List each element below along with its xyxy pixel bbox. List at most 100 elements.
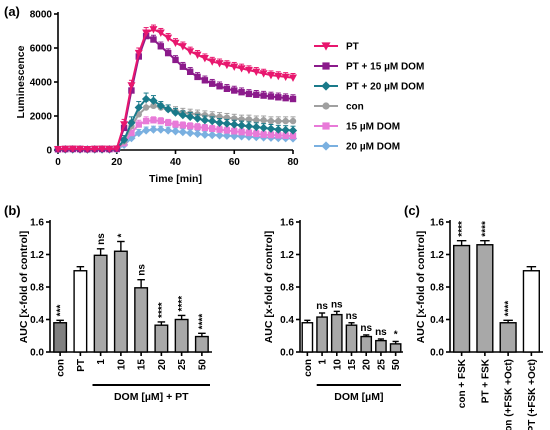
y-axis-title: Luminescence xyxy=(15,45,27,118)
data-point xyxy=(281,73,290,82)
data-point xyxy=(208,58,217,66)
data-point xyxy=(289,117,297,125)
y-tick-label: 0.0 xyxy=(430,348,444,359)
data-point xyxy=(259,123,268,133)
bar xyxy=(194,335,209,353)
x-tick-label: 10 xyxy=(116,359,127,371)
data-point xyxy=(179,63,187,70)
x-tick-label: PT + FSK xyxy=(480,358,491,403)
bar xyxy=(522,270,540,353)
legend-marker xyxy=(322,62,330,70)
data-point xyxy=(54,145,62,154)
data-point xyxy=(193,51,202,59)
x-tick-label: 40 xyxy=(170,157,182,168)
data-point xyxy=(134,103,143,112)
x-tick-label: 25 xyxy=(376,359,387,371)
data-point xyxy=(223,127,231,134)
x-tick-label: con (+FSK +Oct) xyxy=(504,359,515,430)
data-point xyxy=(61,145,70,154)
data-point xyxy=(253,117,260,124)
data-point xyxy=(142,117,150,125)
data-point xyxy=(150,117,157,124)
x-tick-label: 25 xyxy=(177,359,188,371)
data-point xyxy=(259,70,268,78)
x-tick-label: 50 xyxy=(197,359,208,371)
legend-label: con xyxy=(346,102,364,113)
significance-label: **** xyxy=(457,221,468,237)
data-point xyxy=(135,121,142,128)
bar xyxy=(453,244,471,353)
significance-label: **** xyxy=(197,314,208,330)
significance-label: ns xyxy=(346,311,358,322)
legend-label: PT xyxy=(346,42,359,53)
group-label: DOM [µM] + PT xyxy=(114,391,189,403)
legend-item: PT xyxy=(314,42,359,53)
data-point xyxy=(209,80,216,87)
data-point xyxy=(288,126,298,135)
data-point xyxy=(238,128,245,136)
data-point xyxy=(186,128,195,138)
y-axis-title: AUC [x-fold of control] xyxy=(263,231,275,344)
bar xyxy=(301,322,314,353)
data-point xyxy=(275,94,282,101)
data-point xyxy=(209,125,216,132)
data-point xyxy=(149,96,158,105)
y-tick-label: 2000 xyxy=(30,112,53,123)
data-point xyxy=(245,90,253,98)
x-tick-label: con xyxy=(303,359,314,377)
data-point xyxy=(274,72,283,81)
data-point xyxy=(119,135,129,144)
y-tick-label: 4000 xyxy=(30,78,53,89)
data-point xyxy=(289,74,297,82)
significance-label: ns xyxy=(316,301,328,312)
data-point xyxy=(141,94,151,104)
group-label: DOM [µM] xyxy=(334,391,383,403)
significance-label: **** xyxy=(157,302,168,318)
y-axis-title: AUC [x-fold of control] xyxy=(18,231,30,344)
legend-label: 20 µM DOM xyxy=(346,142,400,153)
bar-group: ns 1 xyxy=(93,233,108,365)
bar-group: ns 15 xyxy=(134,264,149,371)
data-point xyxy=(194,73,201,81)
bar-group: * 50 xyxy=(389,329,402,370)
data-point xyxy=(193,114,202,123)
data-point xyxy=(289,95,297,103)
data-point xyxy=(163,126,173,135)
data-point xyxy=(134,49,143,58)
data-point xyxy=(98,145,107,153)
bar-group: **** 20 xyxy=(154,302,169,370)
x-tick-label: PT xyxy=(76,359,87,372)
data-point xyxy=(282,94,289,102)
y-tick-label: 1.2 xyxy=(30,250,44,261)
bar xyxy=(389,343,402,353)
significance-label: **** xyxy=(480,221,491,237)
y-tick-label: 6000 xyxy=(30,44,53,55)
legend-item: 15 µM DOM xyxy=(314,122,400,133)
data-point xyxy=(164,49,172,57)
data-point xyxy=(142,104,150,111)
data-point xyxy=(157,117,165,125)
legend-label: PT + 15 µM DOM xyxy=(346,62,424,73)
data-point xyxy=(253,91,260,98)
data-point xyxy=(208,116,217,126)
significance-label: ns xyxy=(96,233,107,245)
data-point xyxy=(200,55,209,63)
data-point xyxy=(267,117,275,125)
series-0-group xyxy=(54,24,297,154)
significance-label: ns xyxy=(331,299,343,310)
x-tick-label: 15 xyxy=(137,359,148,371)
data-point xyxy=(281,125,290,135)
data-point xyxy=(164,34,173,42)
bar-group: ns 10 xyxy=(330,299,343,370)
data-point xyxy=(127,118,136,127)
bar-group: *** con xyxy=(53,305,68,377)
data-point xyxy=(157,43,165,50)
data-point xyxy=(252,68,261,76)
data-point xyxy=(274,125,283,134)
bar-group: ns 20 xyxy=(360,323,373,370)
x-tick-label: 1 xyxy=(96,359,107,365)
data-point xyxy=(171,127,180,136)
significance-label: * xyxy=(394,329,398,340)
data-point xyxy=(127,82,136,90)
